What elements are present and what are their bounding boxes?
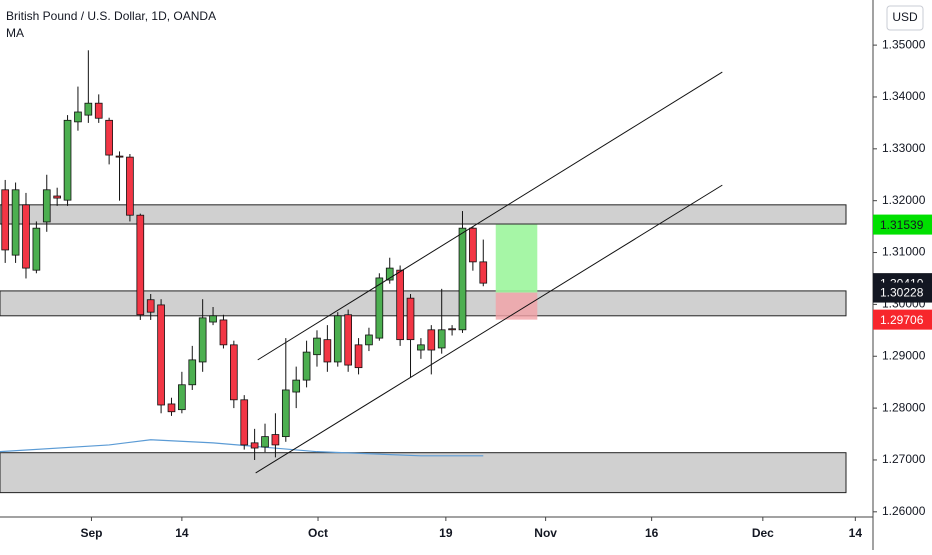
- candle-body: [281, 389, 290, 438]
- price-label-box: [873, 214, 932, 235]
- x-tick-label: Nov: [534, 526, 557, 540]
- channel-line: [257, 71, 723, 361]
- candle-body: [53, 195, 61, 199]
- candle-body: [1, 189, 10, 251]
- position-profit: [495, 224, 538, 293]
- candle-body: [344, 314, 352, 366]
- x-tick-label: Oct: [308, 526, 328, 540]
- candle-body: [136, 214, 145, 316]
- candle-body: [354, 344, 363, 369]
- candle-body: [32, 227, 41, 271]
- price-label-box: [873, 309, 932, 330]
- price-label-box: [873, 282, 932, 303]
- x-tick-label: 19: [439, 526, 453, 540]
- x-tick-label: 14: [175, 526, 189, 540]
- candle-body: [437, 329, 446, 349]
- currency-button[interactable]: [886, 5, 924, 31]
- candle-body: [230, 344, 238, 401]
- y-tick-label: 1.28000: [882, 400, 926, 414]
- zone: [0, 290, 847, 317]
- candle-body: [146, 299, 155, 313]
- candle-body: [375, 277, 384, 339]
- candle-body: [198, 317, 207, 363]
- candle-body: [313, 337, 321, 356]
- price-label: 1.30228: [880, 286, 924, 300]
- candle-body: [84, 102, 93, 116]
- candle-body: [63, 119, 72, 201]
- candle-body: [115, 155, 124, 158]
- currency-label[interactable]: USD: [892, 10, 918, 24]
- candle-body: [250, 442, 259, 449]
- candle-body: [396, 269, 404, 341]
- channel-line: [255, 184, 723, 474]
- candle-body: [22, 204, 30, 269]
- zone: [0, 204, 847, 225]
- candle-body: [178, 384, 186, 411]
- candle-body: [302, 351, 311, 381]
- x-tick-label: Sep: [80, 526, 102, 540]
- position-loss: [495, 292, 538, 320]
- y-tick-label: 1.27000: [882, 452, 926, 466]
- y-tick-label: 1.34000: [882, 89, 926, 103]
- x-tick-label: Dec: [752, 526, 774, 540]
- y-tick-label: 1.29000: [882, 348, 926, 362]
- candle-body: [42, 189, 51, 223]
- candle-body: [11, 189, 20, 256]
- candle-body: [126, 156, 134, 216]
- candle-body: [448, 328, 456, 331]
- zone: [0, 452, 847, 494]
- y-tick-label: 1.32000: [882, 193, 926, 207]
- x-tick-label: 16: [645, 526, 659, 540]
- candle-body: [427, 329, 436, 351]
- price-label: 1.29706: [880, 313, 924, 327]
- candle-body: [167, 403, 176, 413]
- candle-body: [271, 434, 280, 446]
- candle-body: [406, 297, 415, 341]
- y-tick-label: 1.31000: [882, 245, 926, 259]
- candle-body: [458, 227, 467, 331]
- candle-body: [365, 334, 373, 346]
- candle-body: [479, 261, 488, 284]
- y-tick-label: 1.33000: [882, 141, 926, 155]
- candle-body: [219, 319, 228, 346]
- candle-body: [240, 399, 249, 446]
- candle-body: [105, 119, 113, 156]
- moving-average: [0, 439, 484, 457]
- candle-body: [323, 339, 332, 363]
- candle-body: [74, 111, 82, 123]
- y-tick-label: 1.26000: [882, 504, 926, 518]
- candle-body: [209, 315, 217, 323]
- candle-body: [157, 304, 165, 406]
- candle-body: [333, 315, 342, 363]
- candle-body: [188, 359, 197, 386]
- candle-body: [292, 379, 301, 393]
- candle-body: [385, 267, 394, 281]
- candle-body: [469, 227, 477, 263]
- x-tick-label: 14: [849, 526, 863, 540]
- candle-body: [261, 436, 269, 448]
- price-label: 1.31539: [880, 218, 924, 232]
- y-tick-label: 1.35000: [882, 37, 926, 51]
- candle-body: [417, 344, 425, 351]
- indicator-label: MA: [6, 26, 24, 40]
- chart-title: British Pound / U.S. Dollar, 1D, OANDA: [6, 9, 216, 23]
- candle-body: [94, 102, 103, 119]
